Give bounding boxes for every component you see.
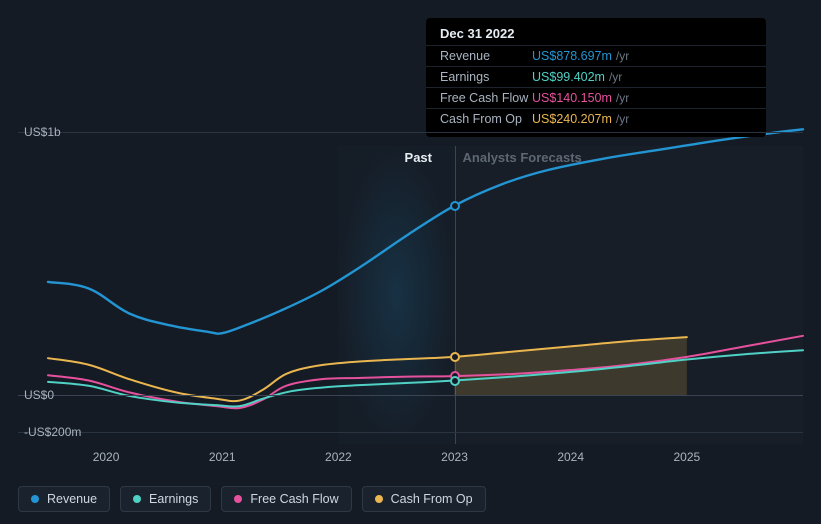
legend-dot-icon bbox=[133, 495, 141, 503]
legend-label: Cash From Op bbox=[391, 492, 473, 506]
forecast-label: Analysts Forecasts bbox=[463, 150, 582, 165]
tooltip-row: Cash From OpUS$240.207m/yr bbox=[426, 108, 766, 129]
x-axis-label: 2020 bbox=[93, 450, 120, 464]
past-label: Past bbox=[405, 150, 432, 165]
legend-label: Earnings bbox=[149, 492, 198, 506]
tooltip-row-unit: /yr bbox=[609, 70, 622, 84]
tooltip-row-value: US$99.402m bbox=[532, 70, 605, 84]
tooltip-row: RevenueUS$878.697m/yr bbox=[426, 45, 766, 66]
tooltip-title: Dec 31 2022 bbox=[426, 26, 766, 45]
tooltip-row-label: Free Cash Flow bbox=[440, 91, 532, 105]
tooltip-row-unit: /yr bbox=[616, 49, 629, 63]
hover-tooltip: Dec 31 2022 RevenueUS$878.697m/yrEarning… bbox=[426, 18, 766, 137]
tooltip-row-value: US$878.697m bbox=[532, 49, 612, 63]
x-axis-label: 2022 bbox=[325, 450, 352, 464]
gridline bbox=[18, 395, 803, 396]
tooltip-row-label: Revenue bbox=[440, 49, 532, 63]
x-axis-label: 2021 bbox=[209, 450, 236, 464]
highlight-band bbox=[338, 146, 454, 444]
legend-item-cash_from_op[interactable]: Cash From Op bbox=[362, 486, 486, 512]
tooltip-row: Free Cash FlowUS$140.150m/yr bbox=[426, 87, 766, 108]
legend-label: Revenue bbox=[47, 492, 97, 506]
now-divider-line bbox=[455, 146, 456, 444]
tooltip-row-value: US$240.207m bbox=[532, 112, 612, 126]
gridline bbox=[18, 432, 803, 433]
legend-dot-icon bbox=[234, 495, 242, 503]
x-axis-label: 2024 bbox=[557, 450, 584, 464]
legend-item-earnings[interactable]: Earnings bbox=[120, 486, 211, 512]
forecast-shade bbox=[455, 146, 803, 444]
tooltip-row-value: US$140.150m bbox=[532, 91, 612, 105]
y-axis-label: -US$200m bbox=[24, 425, 81, 439]
legend-item-revenue[interactable]: Revenue bbox=[18, 486, 110, 512]
financials-chart: Past Analysts Forecasts Dec 31 2022 Reve… bbox=[0, 0, 821, 524]
x-axis-label: 2023 bbox=[441, 450, 468, 464]
legend-dot-icon bbox=[375, 495, 383, 503]
y-axis-label: US$0 bbox=[24, 388, 54, 402]
tooltip-row-label: Cash From Op bbox=[440, 112, 532, 126]
legend-dot-icon bbox=[31, 495, 39, 503]
tooltip-row-label: Earnings bbox=[440, 70, 532, 84]
marker-earnings bbox=[450, 376, 460, 386]
marker-revenue bbox=[450, 201, 460, 211]
tooltip-row-unit: /yr bbox=[616, 91, 629, 105]
legend-item-free_cash_flow[interactable]: Free Cash Flow bbox=[221, 486, 351, 512]
tooltip-row-unit: /yr bbox=[616, 112, 629, 126]
marker-cash_from_op bbox=[450, 352, 460, 362]
x-axis-label: 2025 bbox=[673, 450, 700, 464]
y-axis-label: US$1b bbox=[24, 125, 61, 139]
legend: Revenue Earnings Free Cash Flow Cash From O… bbox=[18, 486, 486, 512]
tooltip-row: EarningsUS$99.402m/yr bbox=[426, 66, 766, 87]
legend-label: Free Cash Flow bbox=[250, 492, 338, 506]
gridline bbox=[18, 132, 803, 133]
